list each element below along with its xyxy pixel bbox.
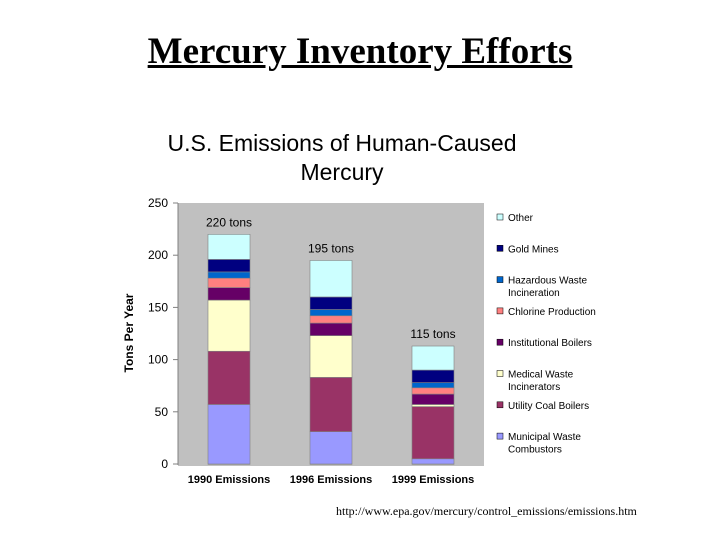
bar-segment-other [411, 345, 455, 371]
bar-segment-municipal-waste-combustors [207, 404, 251, 465]
legend-label: Gold Mines [508, 244, 559, 255]
source-url: http://www.epa.gov/mercury/control_emiss… [336, 504, 637, 518]
bar-segment-municipal-waste-combustors [309, 431, 353, 465]
bar-segment-medical-waste-incinerators [309, 335, 353, 378]
bar-segment-gold-mines [309, 296, 353, 310]
legend-label: Combustors [508, 445, 562, 456]
legend-label: Municipal Waste [508, 432, 581, 443]
total-label: 115 tons [410, 327, 455, 341]
bar-segment-municipal-waste-combustors [411, 458, 455, 465]
bar-segment-utility-coal-boilers [309, 377, 353, 432]
bar-segment-medical-waste-incinerators [411, 404, 455, 407]
y-ticks-group: 0 50 100 150 200 250 [148, 196, 178, 471]
slide-title: Mercury Inventory Efforts [147, 31, 573, 72]
legend-swatch-medical-waste-incinerators [496, 370, 504, 377]
y-tick-label: 250 [148, 196, 168, 210]
bar-segment-institutional-boilers [309, 322, 353, 336]
bars-group [207, 234, 455, 465]
legend-swatch-other [496, 213, 504, 221]
legend-swatch-hazardous-waste-incineration [496, 276, 504, 283]
legend-label: Hazardous Waste [508, 276, 588, 287]
legend-label: Other [508, 213, 534, 224]
bar-segment-hazardous-waste-incineration [309, 309, 353, 317]
bar-segment-chlorine-production [309, 315, 353, 324]
total-label: 220 tons [206, 215, 252, 229]
x-tick-label: 1999 Emissions [392, 474, 475, 486]
bar-segment-utility-coal-boilers [207, 350, 251, 405]
bar-segment-other [309, 260, 353, 298]
legend-label: Chlorine Production [508, 307, 596, 318]
bar-segment-chlorine-production [207, 277, 251, 288]
y-axis-label: Tons Per Year [122, 293, 136, 372]
legend-swatch-institutional-boilers [496, 338, 504, 346]
bar-segment-institutional-boilers [207, 287, 251, 301]
bar-segment-chlorine-production [411, 387, 455, 395]
bar-segment-other [207, 234, 251, 260]
y-tick-label: 100 [148, 353, 168, 367]
x-tick-label: 1990 Emissions [188, 474, 271, 486]
bar-segment-hazardous-waste-incineration [207, 271, 251, 279]
legend-swatch-utility-coal-boilers [496, 401, 504, 409]
legend-swatch-municipal-waste-combustors [496, 432, 504, 440]
y-tick-label: 0 [161, 457, 168, 471]
legend-label: Incineration [508, 288, 560, 299]
y-tick-label: 50 [155, 405, 169, 419]
bar-segment-gold-mines [207, 259, 251, 273]
y-tick-label: 150 [148, 300, 168, 314]
bar-segment-medical-waste-incinerators [207, 299, 251, 352]
x-labels-group: 1990 Emissions 1996 Emissions 1999 Emissio… [188, 474, 475, 486]
legend-label: Medical Waste [508, 370, 574, 381]
legend: Other Gold Mines Hazardous WasteIncinerati… [496, 213, 596, 456]
total-label: 195 tons [308, 241, 354, 255]
legend-swatch-gold-mines [496, 245, 504, 252]
bar-segment-institutional-boilers [411, 393, 455, 405]
bar-segment-hazardous-waste-incineration [411, 382, 455, 389]
chart-title-line-2: Mercury [300, 159, 384, 185]
bar-segment-utility-coal-boilers [411, 406, 455, 460]
chart-title-line-1: U.S. Emissions of Human-Caused [168, 130, 517, 156]
y-tick-label: 200 [148, 248, 168, 262]
emissions-chart: U.S. Emissions of Human-Caused Mercury 0… [122, 130, 596, 486]
legend-label: Incinerators [508, 382, 560, 393]
legend-swatch-chlorine-production [496, 307, 504, 315]
bar-segment-gold-mines [411, 369, 455, 383]
legend-label: Utility Coal Boilers [508, 401, 589, 412]
total-labels-group: 220 tons 195 tons 115 tons [206, 215, 456, 341]
x-tick-label: 1996 Emissions [290, 474, 373, 486]
legend-label: Institutional Boilers [508, 338, 592, 349]
